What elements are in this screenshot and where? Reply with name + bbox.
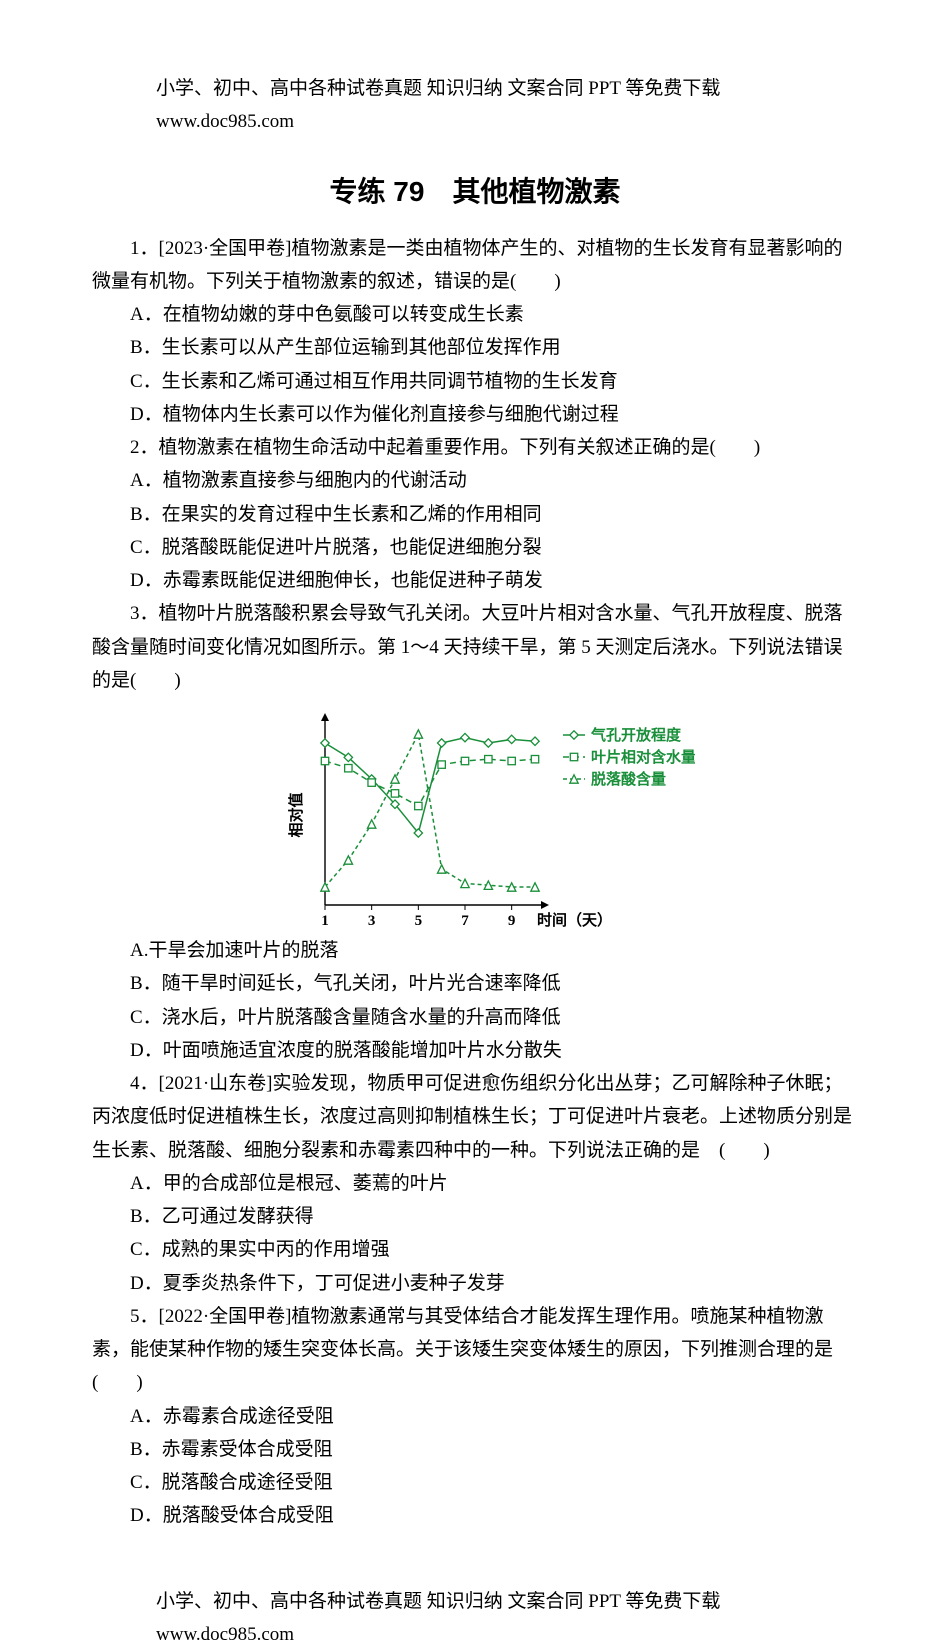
q3-chart: 1 3 5 7 9 时间（天） 相对值 气孔开放程度叶片相对含水量脱落酸含量 [255,705,695,930]
q5-option-b: B．赤霉素受体合成受阻 [92,1433,858,1466]
q4-stem: 4．[2021·山东卷]实验发现，物质甲可促进愈伤组织分化出丛芽；乙可解除种子休… [92,1067,858,1167]
q1-stem: 1．[2023·全国甲卷]植物激素是一类由植物体产生的、对植物的生长发育有显著影… [92,232,858,299]
q1-option-b: B．生长素可以从产生部位运输到其他部位发挥作用 [92,331,858,364]
q5-option-a: A．赤霉素合成途径受阻 [92,1400,858,1433]
q2-option-c: C．脱落酸既能促进叶片脱落，也能促进细胞分裂 [92,531,858,564]
svg-text:叶片相对含水量: 叶片相对含水量 [591,748,695,766]
q1-option-d: D．植物体内生长素可以作为催化剂直接参与细胞代谢过程 [92,398,858,431]
svg-text:1: 1 [321,913,329,929]
q3-option-b: B．随干旱时间延长，气孔关闭，叶片光合速率降低 [92,967,858,1000]
q2-option-d: D．赤霉素既能促进细胞伸长，也能促进种子萌发 [92,564,858,597]
q3-stem: 3．植物叶片脱落酸积累会导致气孔关闭。大豆叶片相对含水量、气孔开放程度、脱落酸含… [92,597,858,697]
svg-text:相对值: 相对值 [287,792,305,837]
q2-option-a: A．植物激素直接参与细胞内的代谢活动 [92,464,858,497]
q1-option-c: C．生长素和乙烯可通过相互作用共同调节植物的生长发育 [92,365,858,398]
q4-option-a: A．甲的合成部位是根冠、萎蔫的叶片 [92,1167,858,1200]
q5-option-d: D．脱落酸受体合成受阻 [92,1499,858,1532]
q4-option-b: B．乙可通过发酵获得 [92,1200,858,1233]
q5-stem: 5．[2022·全国甲卷]植物激素通常与其受体结合才能发挥生理作用。喷施某种植物… [92,1300,858,1400]
section-title: 专练 79 其他植物激素 [92,167,858,216]
q4-option-c: C．成熟的果实中丙的作用增强 [92,1233,858,1266]
q3-option-c: C．浇水后，叶片脱落酸含量随含水量的升高而降低 [92,1001,858,1034]
q3-option-a: A.干旱会加速叶片的脱落 [92,934,858,967]
svg-text:5: 5 [415,913,423,929]
page-footer: 小学、初中、高中各种试卷真题 知识归纳 文案合同 PPT 等免费下载 www.d… [92,1585,858,1651]
svg-text:气孔开放程度: 气孔开放程度 [590,726,682,744]
q3-option-d: D．叶面喷施适宜浓度的脱落酸能增加叶片水分散失 [92,1034,858,1067]
svg-text:3: 3 [368,913,376,929]
svg-text:9: 9 [508,913,515,929]
q1-option-a: A．在植物幼嫩的芽中色氨酸可以转变成生长素 [92,298,858,331]
q2-stem: 2．植物激素在植物生命活动中起着重要作用。下列有关叙述正确的是( ) [92,431,858,464]
svg-text:时间（天）: 时间（天） [537,911,612,929]
page-header: 小学、初中、高中各种试卷真题 知识归纳 文案合同 PPT 等免费下载 www.d… [92,72,858,139]
q5-option-c: C．脱落酸合成途径受阻 [92,1466,858,1499]
q4-option-d: D．夏季炎热条件下，丁可促进小麦种子发芽 [92,1267,858,1300]
svg-text:脱落酸含量: 脱落酸含量 [591,770,666,788]
svg-text:7: 7 [461,913,469,929]
q2-option-b: B．在果实的发育过程中生长素和乙烯的作用相同 [92,498,858,531]
